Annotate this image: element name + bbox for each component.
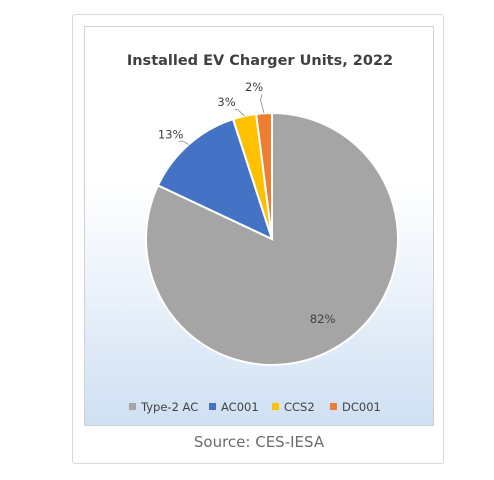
pie-slice-type-2-ac xyxy=(145,111,399,366)
pie-slice-ac001 xyxy=(156,117,274,241)
legend-label: CCS2 xyxy=(284,400,315,414)
legend-swatch xyxy=(272,403,279,410)
chart-title: Installed EV Charger Units, 2022 xyxy=(127,53,393,69)
data-label: 3% xyxy=(217,95,235,109)
legend-label: AC001 xyxy=(221,400,259,414)
source-caption: Source: CES-IESA xyxy=(193,433,325,451)
data-label: 2% xyxy=(245,80,263,94)
leader-line xyxy=(260,94,265,114)
chart-card: Installed EV Charger Units, 2022 82% 13% 3… xyxy=(72,14,444,464)
chart-area: Installed EV Charger Units, 2022 82% 13% 3… xyxy=(84,26,434,426)
legend-swatch xyxy=(129,403,136,410)
legend-label: DC001 xyxy=(342,400,381,414)
data-label: 13% xyxy=(158,127,184,141)
legend-swatch xyxy=(330,403,337,410)
legend-label: Type-2 AC xyxy=(140,400,198,414)
data-label: 82% xyxy=(310,312,336,326)
leader-line xyxy=(178,140,189,145)
leader-line xyxy=(234,108,245,117)
legend-swatch xyxy=(209,403,216,410)
pie-chart: Installed EV Charger Units, 2022 82% 13% 3… xyxy=(127,53,399,414)
